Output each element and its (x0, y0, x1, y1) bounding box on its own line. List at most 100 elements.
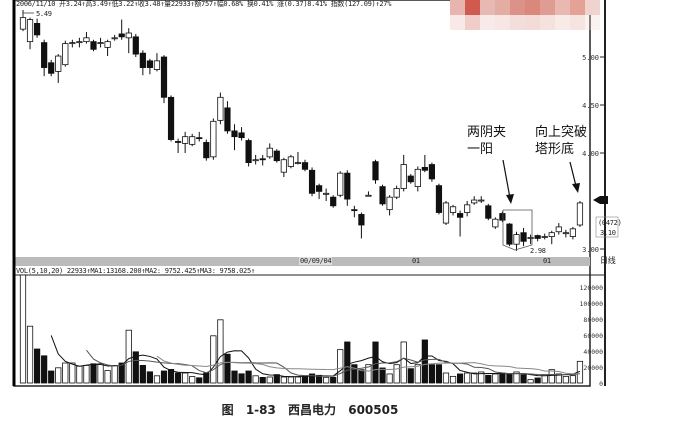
blur-cell (555, 15, 570, 30)
candle-body (167, 96, 175, 140)
volume-bar (83, 364, 90, 384)
candle (393, 185, 400, 200)
high-marker-line (22, 12, 34, 18)
candle-body (294, 162, 302, 165)
volume-bar (62, 362, 69, 384)
candle-body (393, 188, 400, 198)
volume-bar (379, 367, 386, 384)
blur-cell (465, 15, 480, 30)
volume-bar (365, 364, 372, 384)
arrow-line (569, 161, 577, 187)
candle (386, 195, 393, 216)
candle (464, 201, 471, 217)
volume-tick-label: 100000 (580, 300, 604, 308)
candle-body (69, 42, 76, 44)
blur-cell (495, 0, 510, 15)
candle-body (506, 223, 513, 245)
candle (139, 50, 146, 76)
volume-bar (48, 370, 55, 384)
volume-bar (428, 364, 436, 384)
blur-cell (495, 15, 510, 30)
candle-body (449, 206, 457, 213)
volume-ma20-line (156, 355, 580, 375)
candle-body (548, 232, 555, 237)
volume-tick-label: 120000 (580, 284, 604, 292)
low-marker-label: 2.98 (530, 247, 546, 255)
candle (365, 191, 372, 197)
candle-body (534, 235, 541, 239)
volume-bar (456, 373, 464, 384)
candle-body (435, 185, 443, 213)
volume-bar (527, 379, 534, 384)
candle (534, 234, 541, 242)
candle-body (372, 161, 379, 181)
candle (132, 33, 139, 57)
price-header-info: 2006/11/10 开3.24↑高3.49↑低3.22↑收3.48↑量2293… (16, 0, 392, 8)
volume-bar (153, 375, 161, 384)
candle (301, 159, 309, 172)
candle-body (189, 136, 196, 145)
blur-cell (585, 15, 600, 30)
blur-cell (510, 0, 525, 15)
price-info-box (595, 216, 619, 238)
candle (62, 40, 69, 67)
volume-bar (372, 341, 379, 384)
blurred-watermark (450, 0, 600, 30)
price-tick-label: 3.00 (582, 246, 599, 254)
candle-body (365, 194, 372, 197)
volume-bar (69, 362, 76, 384)
candle (499, 211, 506, 223)
blur-cell (465, 0, 480, 15)
volume-tick-label: 0 (599, 380, 603, 388)
candle (55, 54, 62, 83)
candle-body (499, 213, 506, 221)
candle-body (492, 218, 499, 228)
candle-body (26, 19, 34, 43)
candle (442, 201, 450, 225)
volume-bar (344, 341, 351, 384)
volume-bar (435, 364, 443, 384)
candle (308, 167, 316, 197)
price-tick-label: 4.00 (582, 150, 599, 158)
volume-bar (308, 373, 316, 384)
candle (548, 230, 555, 245)
candle-body (273, 150, 280, 162)
blur-cell (480, 0, 495, 15)
candle (492, 217, 499, 229)
strip-date-label: 00/09/04 (299, 257, 333, 265)
candle-body (259, 158, 266, 161)
candle (344, 170, 351, 206)
candle-body (196, 137, 203, 140)
candle (400, 154, 407, 192)
candle-body (153, 60, 161, 70)
candle-body (231, 130, 238, 138)
candle (478, 196, 485, 203)
volume-bar (238, 373, 245, 384)
candle (287, 154, 295, 169)
candle-body (245, 140, 252, 164)
figure-caption: 图 1-83 西昌电力 600505 (221, 403, 399, 417)
blur-cell (570, 0, 585, 15)
candle-body (55, 55, 62, 72)
candle (97, 37, 104, 48)
volume-bar (449, 375, 457, 384)
candle-body (19, 17, 27, 30)
volume-bar (506, 373, 513, 384)
volume-bar (217, 319, 224, 384)
candle-body (132, 36, 139, 55)
candle-body (471, 199, 478, 204)
chart-frame (13, 0, 591, 387)
candle (323, 188, 330, 201)
candle (358, 212, 365, 239)
candle-body (90, 41, 97, 50)
candle-body (464, 204, 471, 213)
volume-bar (182, 372, 189, 384)
candle-body (421, 166, 428, 171)
volume-bar (386, 373, 393, 384)
candle (245, 138, 252, 167)
current-price-marker-icon (593, 196, 608, 204)
candle-body (182, 136, 189, 144)
candle (210, 118, 217, 160)
candle-body (34, 22, 41, 36)
